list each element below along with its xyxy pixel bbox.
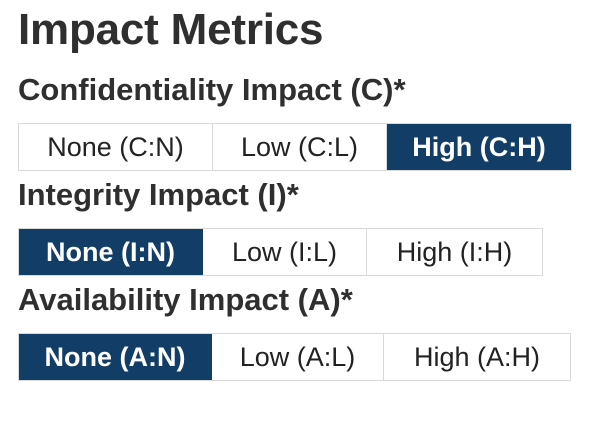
integrity-options: None (I:N) Low (I:L) High (I:H) — [18, 228, 543, 276]
integrity-label: Integrity Impact (I)* — [18, 177, 299, 212]
confidentiality-metric: Confidentiality Impact (C)* None (C:N) L… — [18, 70, 578, 171]
availability-high-button[interactable]: High (A:H) — [384, 334, 570, 380]
integrity-none-button[interactable]: None (I:N) — [19, 229, 203, 275]
availability-low-button[interactable]: Low (A:L) — [212, 334, 384, 380]
integrity-low-button[interactable]: Low (I:L) — [203, 229, 367, 275]
integrity-high-button[interactable]: High (I:H) — [367, 229, 542, 275]
confidentiality-options: None (C:N) Low (C:L) High (C:H) — [18, 123, 572, 171]
availability-none-button[interactable]: None (A:N) — [19, 334, 212, 380]
availability-metric: Availability Impact (A)* None (A:N) Low … — [18, 280, 578, 381]
confidentiality-high-button[interactable]: High (C:H) — [387, 124, 571, 170]
integrity-metric: Integrity Impact (I)* None (I:N) Low (I:… — [18, 175, 578, 276]
confidentiality-label: Confidentiality Impact (C)* — [18, 72, 406, 107]
availability-label: Availability Impact (A)* — [18, 282, 353, 317]
section-title: Impact Metrics — [18, 5, 324, 54]
confidentiality-low-button[interactable]: Low (C:L) — [213, 124, 387, 170]
confidentiality-none-button[interactable]: None (C:N) — [19, 124, 213, 170]
availability-options: None (A:N) Low (A:L) High (A:H) — [18, 333, 571, 381]
